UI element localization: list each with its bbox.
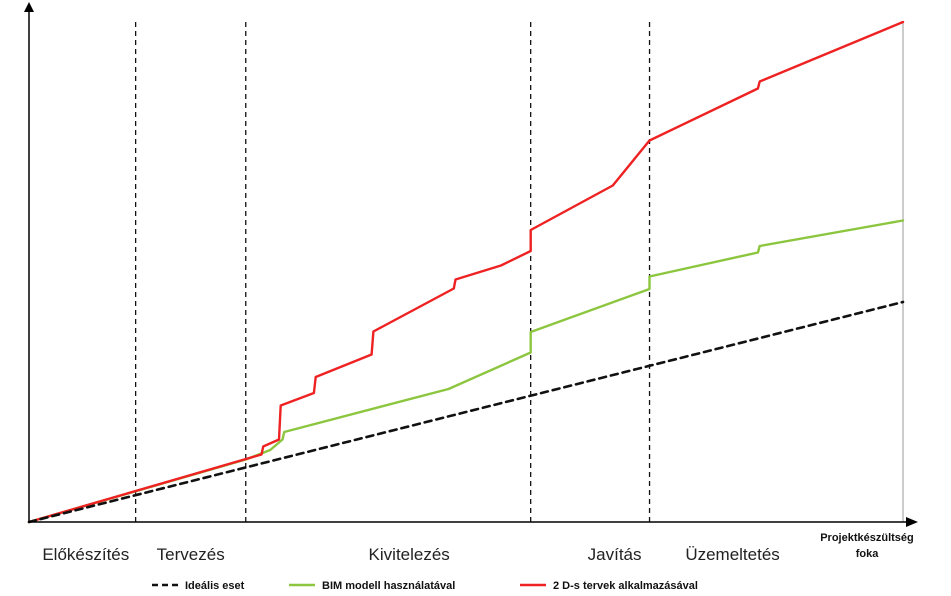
phase-label-1: Előkészítés xyxy=(42,545,129,564)
phase-label-4: Javítás xyxy=(588,545,642,564)
series-line-3 xyxy=(27,20,905,524)
phase-label-5: Üzemeltetés xyxy=(685,545,779,564)
y-axis-arrow-icon xyxy=(24,2,34,12)
phase-label-3: Kivitelezés xyxy=(369,545,450,564)
series-line-1 xyxy=(27,300,905,524)
legend: Ideális eset BIM modell használatával 2 D-… xyxy=(152,580,698,592)
legend-label-3: 2 D-s tervek alkalmazásával xyxy=(553,580,698,592)
x-axis-arrow-icon xyxy=(906,517,918,527)
legend-label-1: Ideális eset xyxy=(185,580,245,592)
phase-labels: Előkészítés Tervezés Kivitelezés Javítás Üze… xyxy=(42,545,779,564)
x-axis-label-line-2: foka xyxy=(856,548,880,560)
phase-boundaries xyxy=(134,22,904,522)
legend-label-2: BIM modell használatával xyxy=(322,580,455,592)
series-layer xyxy=(27,20,905,524)
x-axis-label-line-1: Projektkészültség xyxy=(820,532,914,544)
series-line-2 xyxy=(27,219,905,524)
phase-label-2: Tervezés xyxy=(157,545,225,564)
